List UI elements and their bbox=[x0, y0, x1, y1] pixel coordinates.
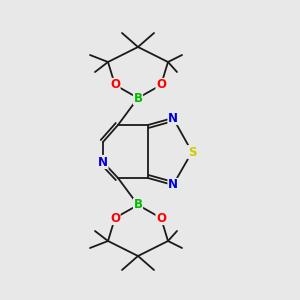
Text: N: N bbox=[98, 155, 108, 169]
Text: O: O bbox=[156, 79, 166, 92]
Text: O: O bbox=[156, 212, 166, 224]
Text: O: O bbox=[110, 79, 120, 92]
Text: B: B bbox=[134, 92, 142, 104]
Text: O: O bbox=[110, 212, 120, 224]
Text: B: B bbox=[134, 199, 142, 212]
Text: N: N bbox=[168, 178, 178, 191]
Text: N: N bbox=[168, 112, 178, 124]
Text: S: S bbox=[188, 146, 196, 158]
